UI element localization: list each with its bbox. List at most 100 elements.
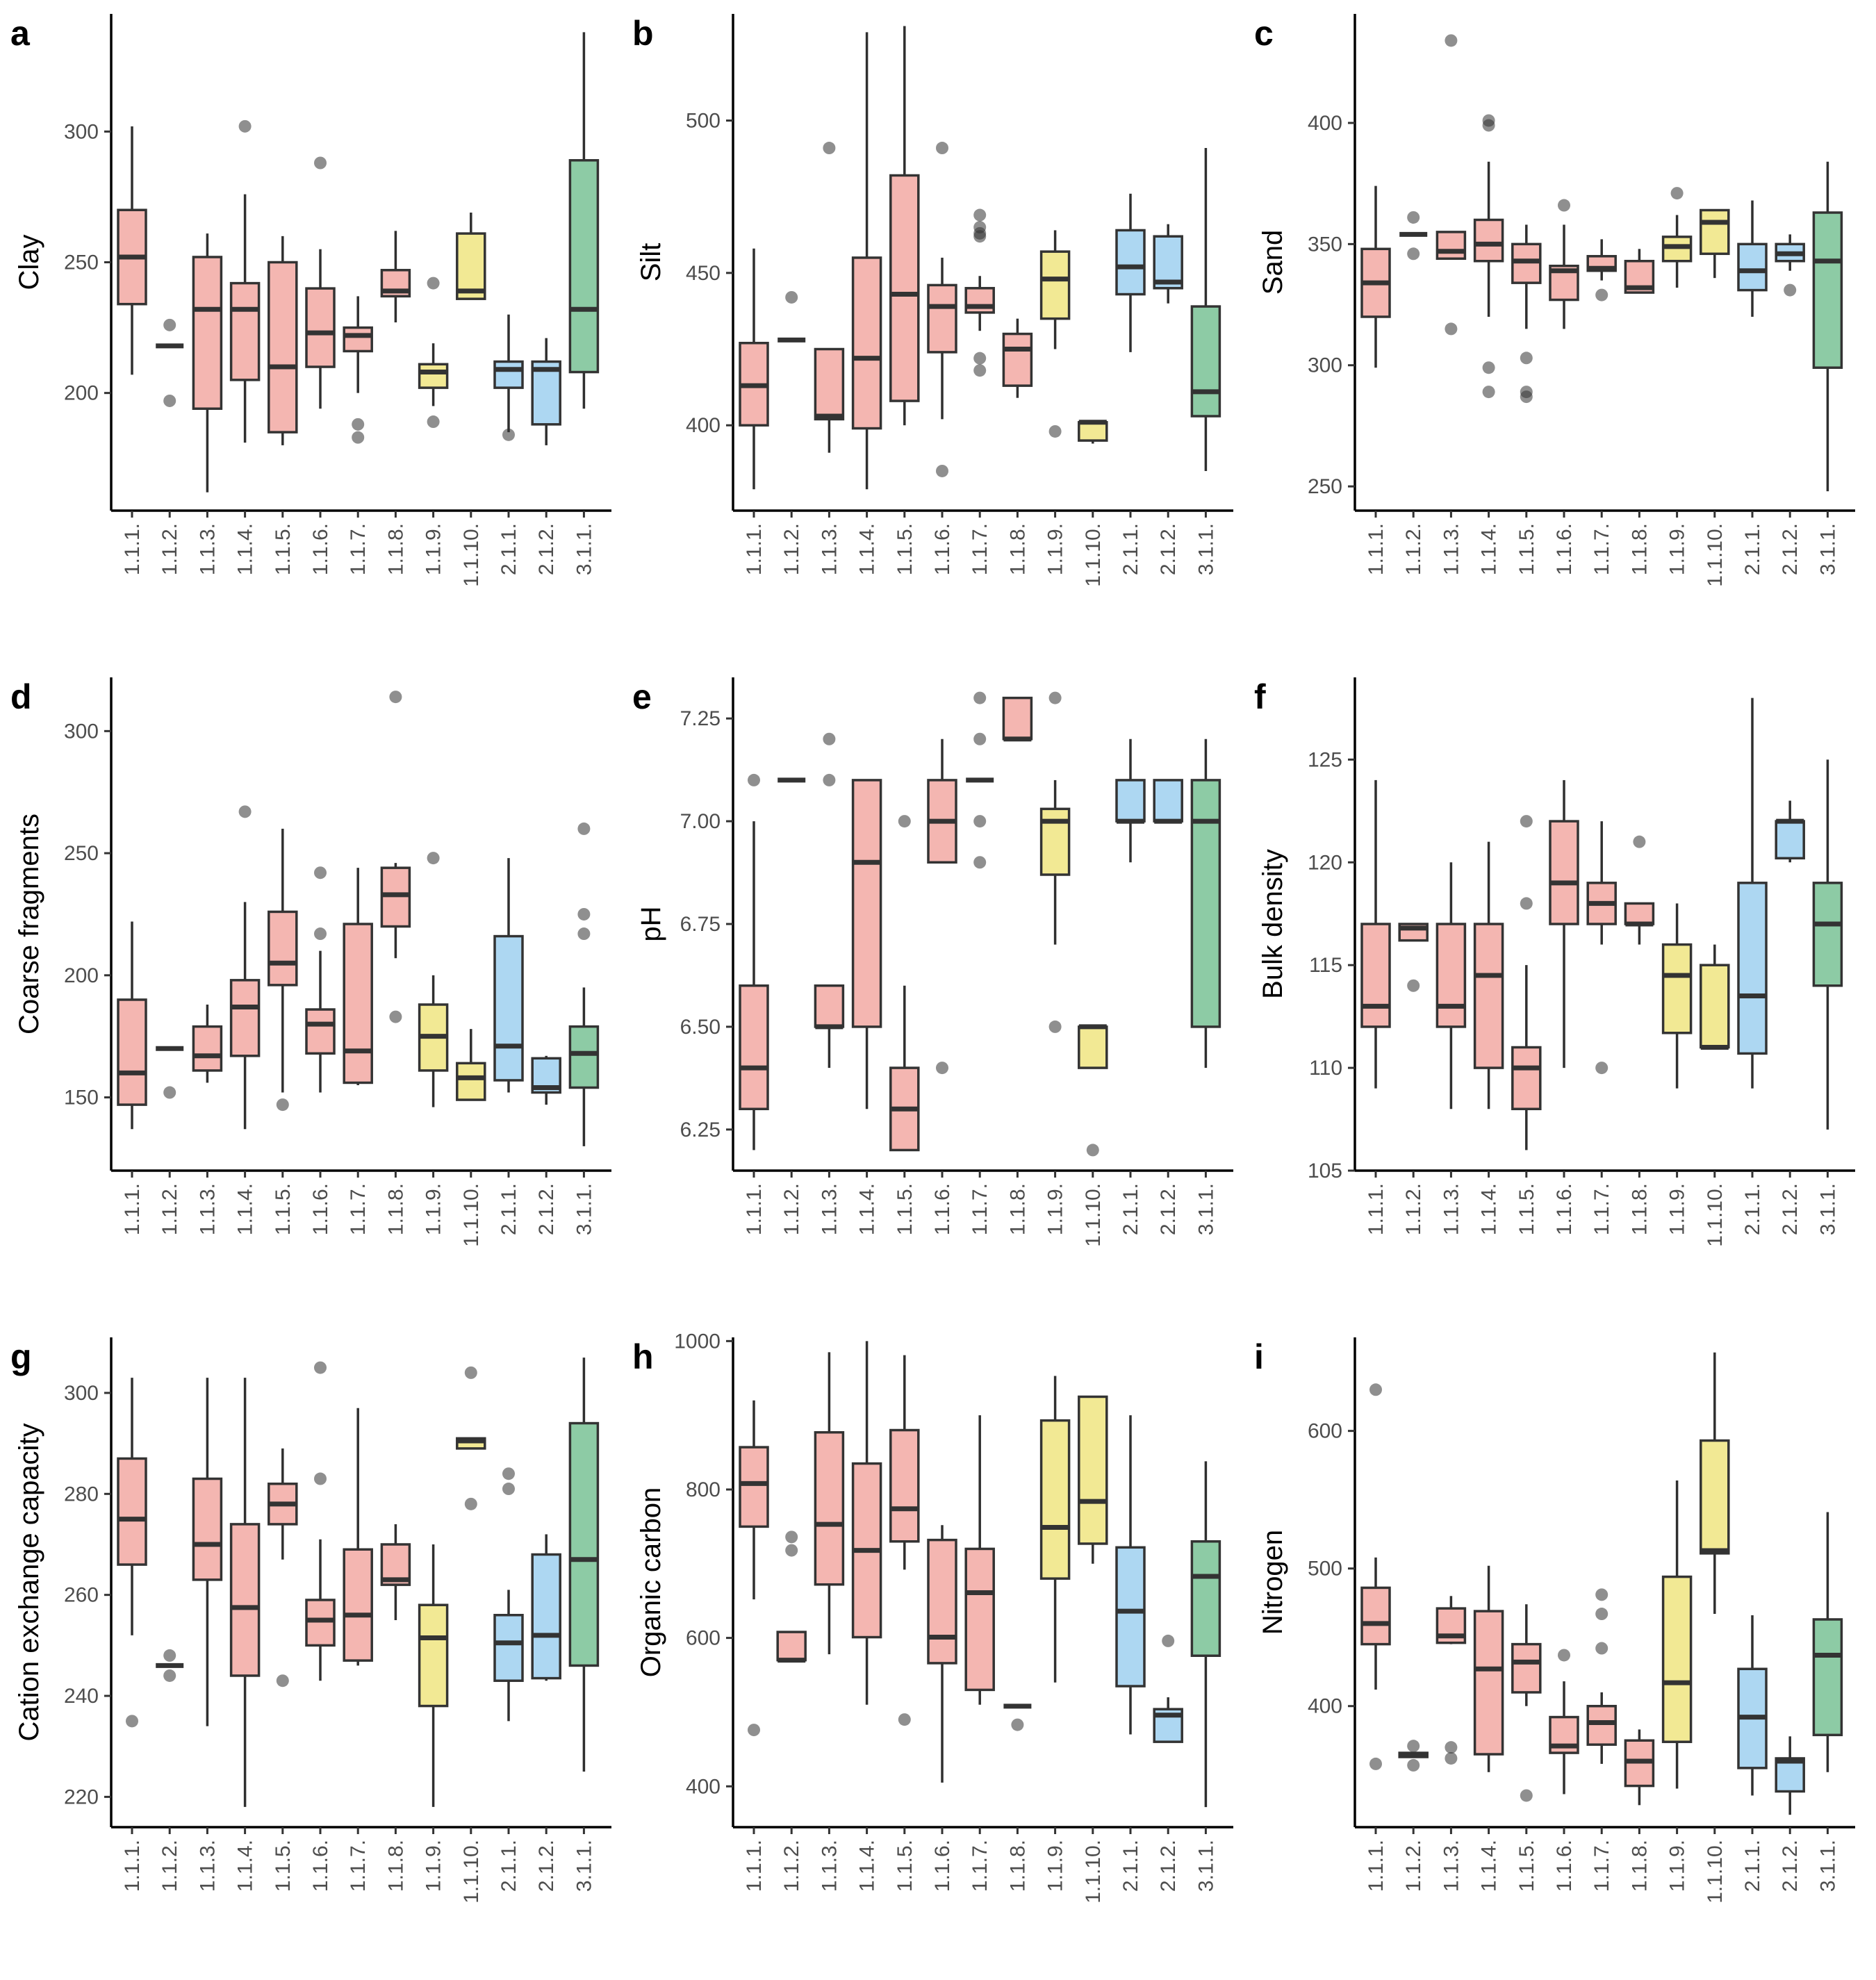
outlier-point	[1048, 691, 1062, 704]
outlier-point	[1670, 187, 1684, 200]
x-tick-label: 1.1.1.	[1365, 1183, 1388, 1235]
box-body	[456, 1062, 486, 1101]
y-tick-label: 400	[686, 1775, 721, 1798]
outlier-point	[238, 119, 252, 133]
box-2.1.2.	[1153, 224, 1183, 304]
box-1.1.5.	[1511, 815, 1542, 1150]
y-tick-label: 6.75	[680, 913, 721, 936]
x-tick-label: 1.1.7.	[347, 523, 370, 575]
x-tick-label: 1.1.3.	[1440, 1183, 1463, 1235]
box-1.1.1.	[1360, 779, 1391, 1089]
box-body	[1473, 1610, 1504, 1756]
outlier-point	[1520, 1789, 1533, 1802]
x-tick-label: 2.1.1.	[1741, 523, 1764, 575]
box-2.1.2.	[531, 1534, 561, 1681]
outlier-point	[748, 1724, 760, 1737]
box-body	[380, 866, 411, 928]
outlier-point	[785, 1531, 798, 1544]
y-tick-label: 450	[686, 262, 721, 285]
box-1.1.1.	[1360, 1383, 1391, 1770]
x-tick-label: 1.1.3.	[818, 1183, 841, 1235]
x-tick-label: 2.1.2.	[535, 1183, 558, 1235]
box-1.1.7.	[1586, 239, 1617, 302]
box-1.1.9.	[1661, 1480, 1693, 1789]
x-tick-label: 1.1.4.	[856, 523, 879, 575]
x-tick-label: 1.1.7.	[1590, 1183, 1613, 1235]
box-1.1.4.	[1473, 114, 1504, 399]
y-tick-label: 220	[64, 1785, 99, 1808]
box-1.1.3.	[1435, 862, 1467, 1109]
y-tick-label: 280	[64, 1483, 99, 1505]
y-tick-label: 500	[686, 110, 721, 133]
x-tick-label: 1.1.9.	[1666, 1840, 1689, 1892]
x-tick-label: 1.1.10.	[1704, 523, 1727, 587]
outlier-point	[163, 1086, 176, 1099]
box-1.1.6.	[927, 1525, 957, 1783]
box-body	[268, 910, 298, 987]
box-body	[1190, 779, 1221, 1028]
box-1.1.5.	[268, 828, 298, 1112]
x-tick-label: 2.1.2.	[1779, 1840, 1802, 1892]
x-tick-label: 1.1.4.	[234, 523, 257, 575]
box-body	[1812, 1618, 1843, 1737]
box-1.1.4.	[851, 1341, 882, 1705]
outlier-point	[1445, 322, 1458, 336]
x-tick-label: 1.1.2.	[1402, 1183, 1425, 1235]
box-1.1.2.	[156, 318, 184, 407]
box-1.1.2.	[1398, 1740, 1429, 1772]
x-tick-label: 3.1.1.	[573, 1840, 595, 1892]
x-tick-label: 1.1.7.	[969, 1840, 992, 1892]
box-body	[1078, 1395, 1108, 1545]
outlier-point	[1520, 352, 1533, 365]
y-axis-label: Silt	[636, 243, 666, 282]
box-2.1.2.	[1775, 1736, 1805, 1815]
panel-i: i Nitrogen 400 500 600 1.1.1. 1.1.2. 1.1.3. 1.1.…	[1254, 1337, 1855, 1904]
box-body	[814, 347, 845, 421]
x-tick-label: 3.1.1.	[573, 523, 595, 575]
outlier-point	[785, 1544, 798, 1557]
outlier-point	[464, 1366, 477, 1379]
x-tick-label: 1.1.9.	[1044, 1840, 1067, 1892]
x-tick-label: 1.1.3.	[196, 1840, 219, 1892]
box-3.1.1.	[1190, 739, 1221, 1069]
box-1.1.2.	[156, 1046, 184, 1099]
y-tick-label: 125	[1308, 748, 1342, 771]
outlier-point	[314, 866, 327, 880]
box-1.1.10.	[456, 1366, 486, 1510]
box-3.1.1.	[1812, 1512, 1843, 1772]
box-body	[814, 984, 845, 1028]
x-tick-label: 1.1.6.	[931, 1840, 954, 1892]
x-tick-label: 1.1.10.	[1082, 523, 1105, 587]
box-body	[1435, 231, 1467, 261]
box-1.1.8.	[1003, 1703, 1032, 1731]
x-tick-label: 1.1.7.	[969, 523, 992, 575]
box-body	[814, 1430, 845, 1586]
box-1.1.4.	[851, 32, 882, 490]
x-tick-label: 2.1.1.	[1741, 1840, 1764, 1892]
box-1.1.2.	[1398, 923, 1429, 992]
y-tick-label: 6.50	[680, 1016, 721, 1039]
x-tick-label: 1.1.5.	[272, 1183, 295, 1235]
box-1.1.8.	[1002, 696, 1033, 742]
box-1.1.3.	[1435, 34, 1467, 336]
box-1.1.3.	[192, 1004, 223, 1083]
x-tick-label: 1.1.10.	[1704, 1183, 1727, 1247]
box-body	[343, 1548, 373, 1662]
x-tick-label: 1.1.1.	[743, 1840, 766, 1892]
box-1.1.9.	[418, 277, 449, 429]
x-tick-label: 2.1.2.	[1157, 1183, 1180, 1235]
outlier-point	[577, 822, 591, 835]
box-1.1.7.	[343, 296, 373, 444]
outlier-point	[898, 1713, 911, 1726]
outlier-point	[1445, 1741, 1458, 1754]
x-tick-label: 1.1.7.	[969, 1183, 992, 1235]
x-tick-label: 3.1.1.	[1816, 1183, 1839, 1235]
box-1.1.2.	[1399, 211, 1428, 261]
outlier-point	[1595, 1642, 1608, 1655]
box-1.1.7.	[1586, 1588, 1617, 1764]
box-1.1.8.	[380, 1524, 411, 1621]
panel-a: a Clay 200 250 300 1.1.1. 1.1.2. 1.1.3. 1.1.4. 1.…	[10, 14, 611, 587]
box-1.1.4.	[1473, 841, 1504, 1109]
outlier-point	[1407, 1740, 1420, 1753]
box-body	[1624, 902, 1655, 925]
